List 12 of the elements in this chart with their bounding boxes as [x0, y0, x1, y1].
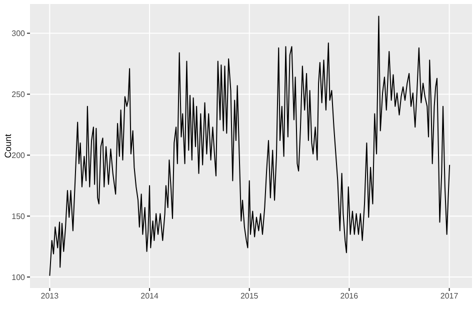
- y-tick-label: 300: [12, 29, 26, 38]
- line-series: [49, 16, 450, 276]
- y-tick-label: 200: [12, 150, 26, 160]
- y-tick-label: 250: [12, 90, 26, 100]
- x-tick-label: 2016: [340, 292, 359, 301]
- x-tick-label: 2015: [240, 292, 259, 301]
- x-tick-label: 2017: [440, 292, 459, 301]
- x-tick-label: 2013: [40, 292, 60, 301]
- x-tick-label: 2014: [140, 292, 159, 301]
- y-tick-label: 150: [12, 212, 26, 221]
- y-axis-title: Count: [3, 134, 14, 158]
- y-tick-label: 100: [12, 272, 26, 282]
